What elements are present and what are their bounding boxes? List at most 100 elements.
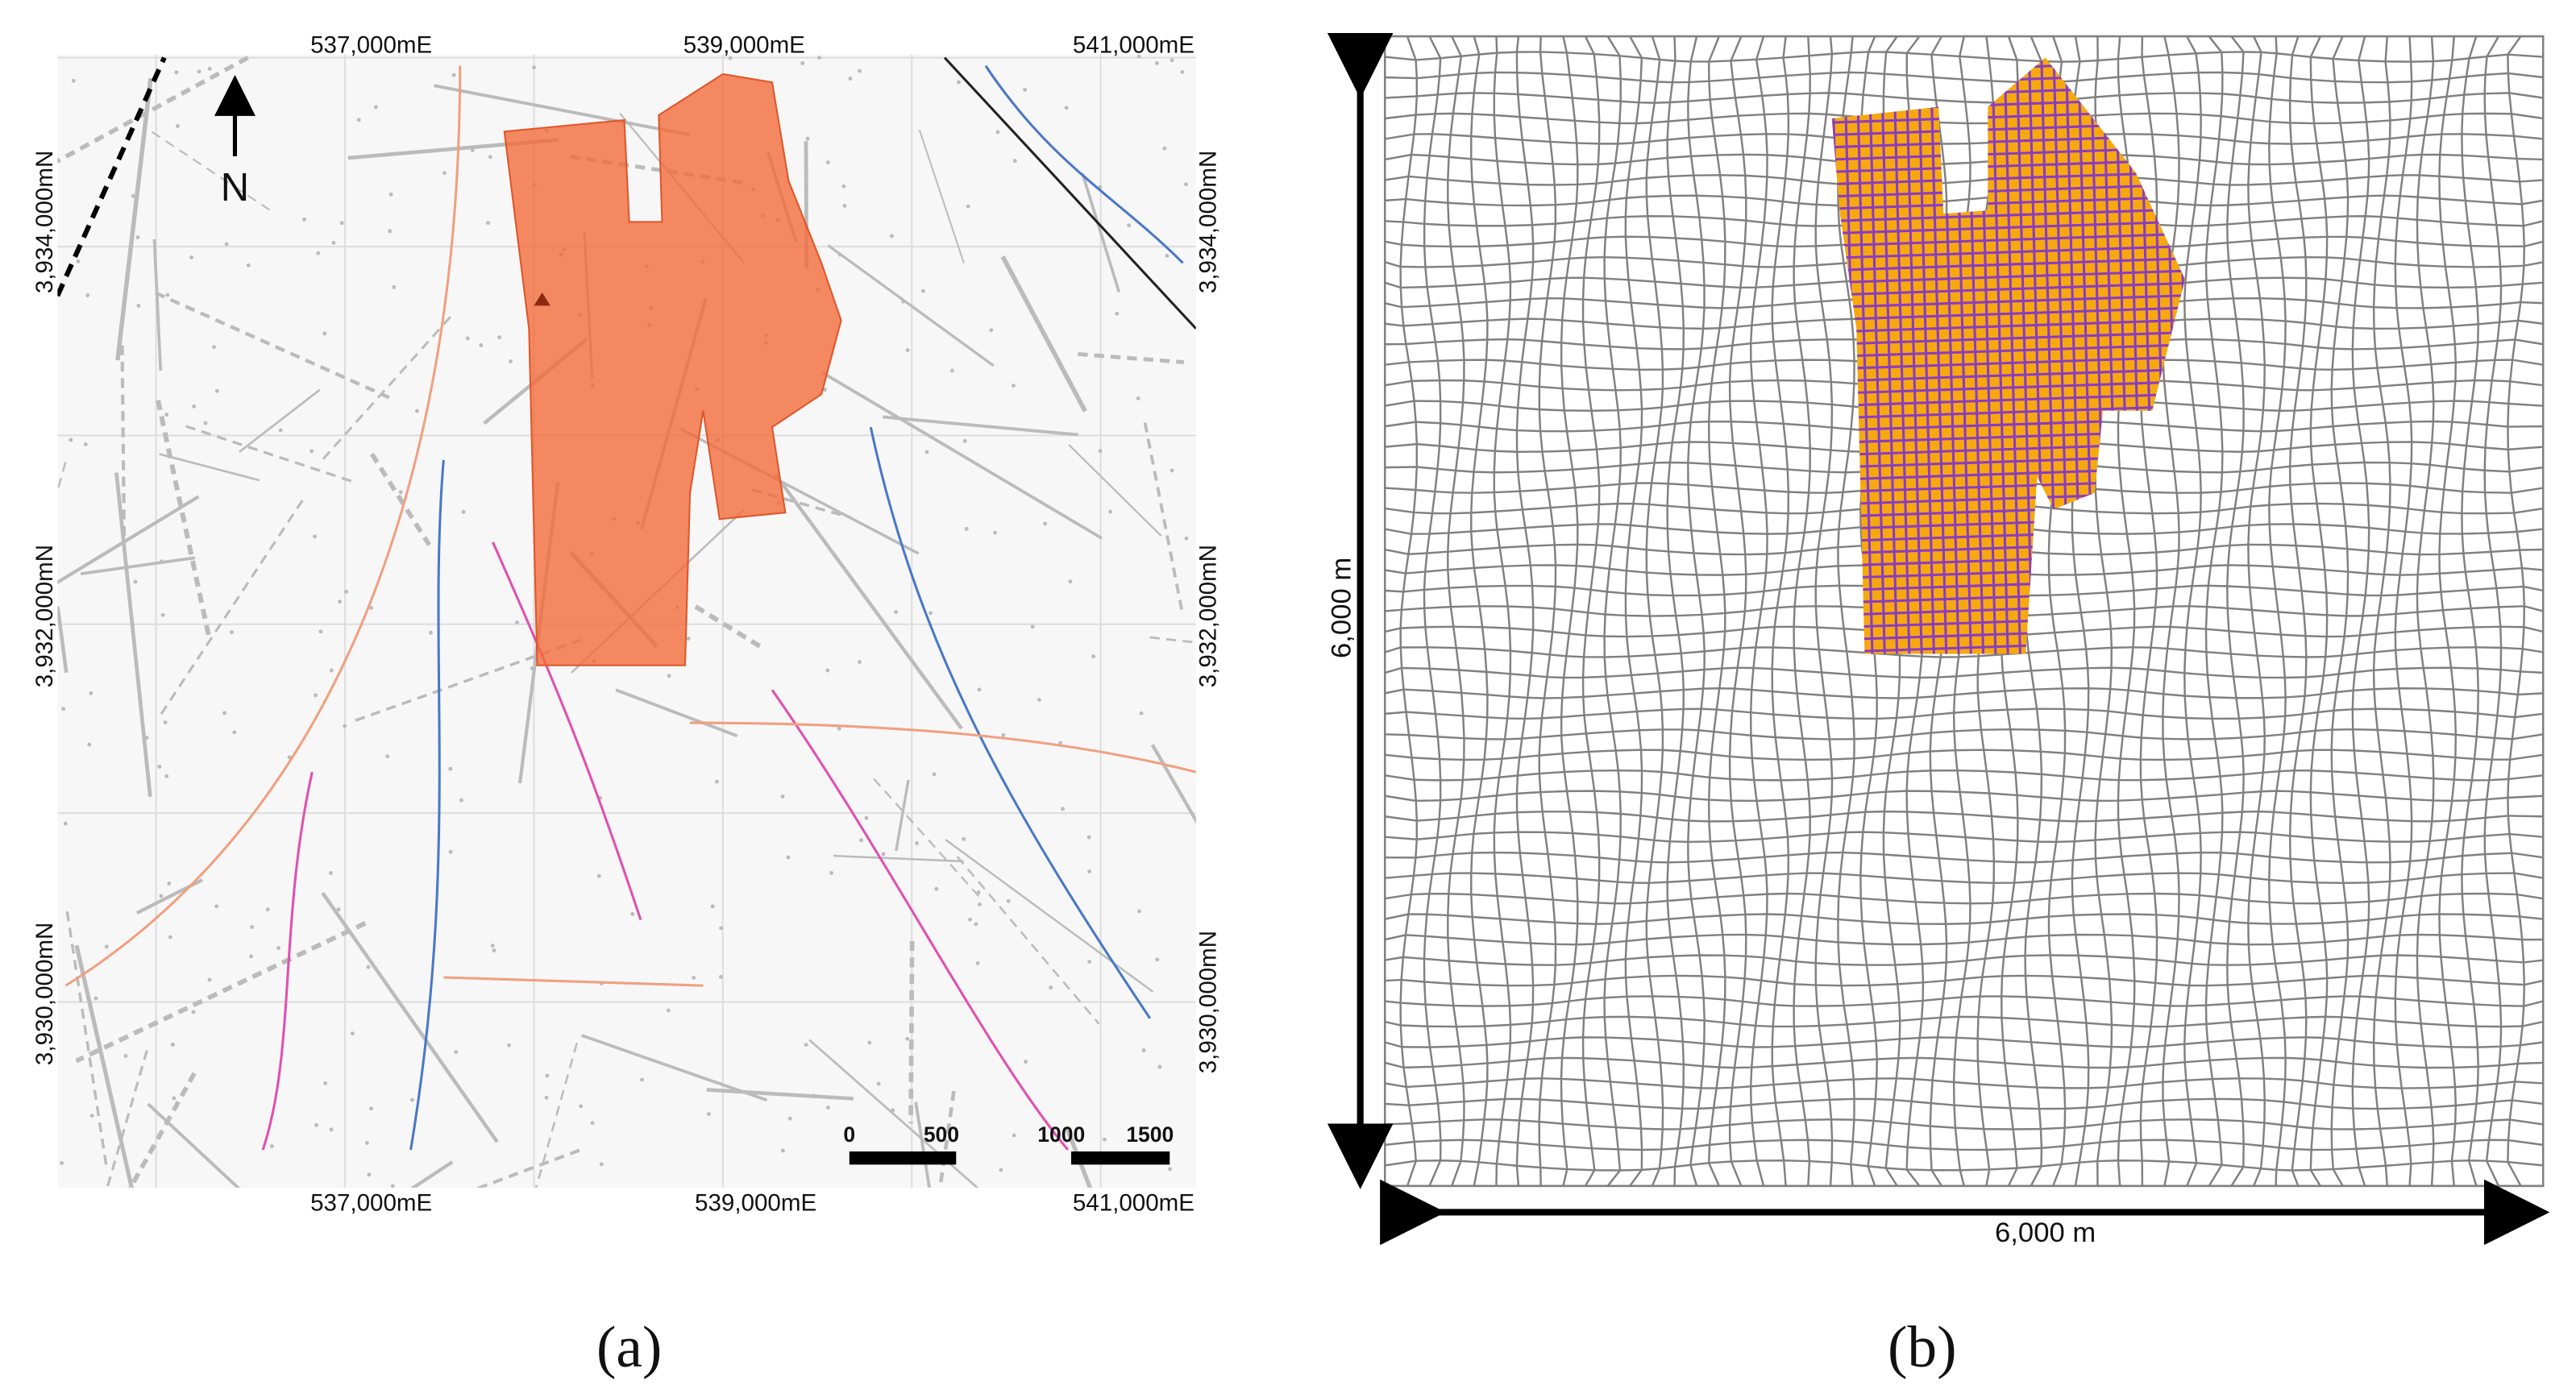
mesh-line	[1399, 35, 1419, 1187]
mesh-line	[1749, 35, 1768, 1187]
study-mesh-line	[1904, 57, 1924, 654]
road	[833, 854, 964, 863]
study-mesh-line	[1831, 380, 2185, 396]
map-line	[492, 541, 642, 921]
scale-label: 500	[924, 1122, 959, 1147]
tree-symbol	[203, 421, 208, 425]
tree-symbol	[1012, 159, 1017, 164]
road	[80, 556, 196, 575]
road	[120, 345, 127, 551]
map-line	[943, 56, 1196, 330]
tree-symbol	[590, 1121, 595, 1126]
road	[75, 921, 367, 1064]
tree-symbol	[932, 772, 937, 777]
tree-symbol	[1170, 58, 1174, 63]
scale-label: 0	[843, 1122, 855, 1147]
road	[1068, 444, 1162, 537]
tree-symbol	[666, 1008, 671, 1013]
tree-symbol	[640, 1077, 645, 1082]
tree-symbol	[1141, 1048, 1146, 1052]
tree-symbol	[719, 926, 723, 931]
tree-symbol	[974, 922, 978, 927]
study-mesh-line	[1831, 232, 2185, 248]
tree-symbol	[230, 630, 234, 635]
northing-label: 3,934,000mN	[1195, 151, 1221, 293]
tree-symbol	[894, 609, 898, 614]
road	[57, 606, 69, 673]
easting-label: 537,000mE	[310, 31, 432, 58]
study-mesh-line	[1831, 330, 2185, 346]
road	[1150, 744, 1196, 824]
tree-symbol	[962, 836, 966, 841]
study-mesh-line	[1831, 404, 2185, 421]
road	[908, 940, 915, 1124]
tree-symbol	[964, 526, 969, 531]
northing-label: 3,932,000mN	[1195, 545, 1221, 687]
tree-symbol	[479, 343, 484, 347]
tree-symbol	[197, 69, 202, 74]
tree-symbol	[160, 559, 164, 564]
tree-symbol	[977, 902, 982, 907]
tree-symbol	[1012, 1133, 1016, 1138]
tree-symbol	[1023, 87, 1027, 92]
road	[570, 154, 743, 185]
mesh-line	[2204, 35, 2224, 1187]
tree-symbol	[60, 1161, 64, 1165]
tree-symbol	[686, 637, 691, 641]
tree-symbol	[1136, 54, 1141, 59]
tree-symbol	[104, 944, 109, 949]
tree-symbol	[392, 284, 397, 289]
mesh-line	[1423, 35, 1442, 1187]
tree-symbol	[428, 630, 433, 635]
tree-symbol	[356, 118, 361, 122]
scale-bar	[1070, 1151, 1170, 1165]
easting-label: 541,000mE	[1073, 31, 1195, 58]
study-mesh-line	[1831, 182, 2185, 199]
tree-symbol	[1068, 579, 1073, 584]
tree-symbol	[329, 1127, 334, 1132]
tree-symbol	[367, 1172, 372, 1177]
mesh-line	[1515, 35, 1535, 1186]
tree-symbol	[825, 668, 830, 673]
study-mesh-line	[1831, 305, 2185, 322]
tree-symbol	[780, 1148, 785, 1153]
study-mesh-line	[1831, 392, 2185, 409]
road	[615, 688, 738, 738]
tree-symbol	[1108, 509, 1113, 514]
tree-symbol	[858, 838, 863, 843]
tree-symbol	[1098, 449, 1103, 454]
tree-symbol	[165, 292, 170, 297]
mesh-line	[1538, 36, 1557, 1186]
tree-symbol	[461, 509, 466, 514]
tree-symbol	[728, 56, 733, 60]
tree-symbol	[373, 105, 378, 110]
tree-symbol	[331, 240, 336, 245]
tree-symbol	[787, 1116, 792, 1121]
marker-triangle	[534, 292, 551, 306]
tree-symbol	[313, 534, 318, 539]
tree-symbol	[1180, 69, 1185, 74]
tree-symbol	[1155, 957, 1160, 962]
tree-symbol	[314, 693, 318, 698]
study-mesh-line	[1831, 244, 2185, 260]
tree-symbol	[212, 345, 217, 350]
tree-symbol	[804, 1043, 808, 1047]
road	[827, 244, 995, 367]
tree-symbol	[232, 730, 237, 735]
tree-symbol	[934, 886, 939, 891]
mesh-line	[1707, 35, 1726, 1187]
tree-symbol	[278, 428, 283, 433]
study-mesh-line	[1831, 207, 2185, 223]
mesh-line	[2483, 35, 2503, 1187]
tree-symbol	[85, 292, 90, 297]
mesh-line	[2268, 36, 2287, 1186]
tree-symbol	[89, 691, 93, 695]
tree-symbol	[369, 1106, 373, 1111]
easting-label: 539,000mE	[695, 1189, 816, 1216]
tree-symbol	[329, 668, 334, 673]
road	[433, 84, 691, 137]
tree-symbol	[532, 65, 536, 70]
mesh-line	[2247, 35, 2266, 1187]
tree-symbol	[207, 977, 212, 982]
